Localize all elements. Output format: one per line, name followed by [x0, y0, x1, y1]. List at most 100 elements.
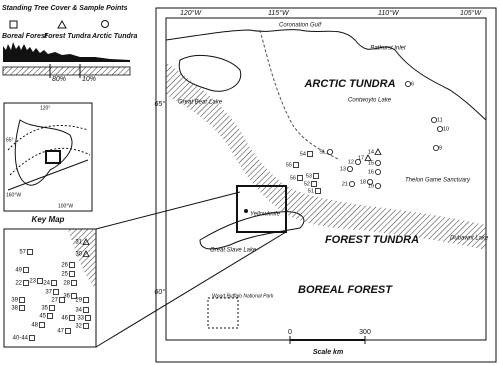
legend-entry: Arctic Tundra [91, 33, 137, 40]
sample-label: 11 [437, 117, 443, 123]
coord-label: 100°W [58, 203, 73, 209]
sample-point [71, 280, 77, 286]
sample-label: 6 [411, 81, 414, 87]
sample-label: 30 [75, 252, 82, 258]
zone-label: ARCTIC TUNDRA [303, 78, 395, 90]
sample-point [404, 81, 411, 88]
sample-label: SL [319, 149, 326, 155]
sample-label: 22 [15, 281, 22, 287]
sample-label: 33 [77, 316, 84, 322]
sample-label: 19 [368, 183, 374, 189]
sample-point [59, 297, 65, 303]
sample-point [374, 182, 381, 189]
legend-graphics [2, 19, 131, 78]
scale-tick: 300 [359, 329, 371, 336]
sample-label: 47 [57, 329, 64, 335]
sample-point [83, 297, 89, 303]
sample-label: 49 [15, 268, 22, 274]
sample-point [346, 165, 353, 172]
sample-point [69, 271, 75, 277]
sample-label: 25 [61, 272, 68, 278]
sample-label: 13 [340, 166, 346, 172]
sample-label: 29 [75, 298, 82, 304]
scale-title: Scale km [313, 349, 343, 356]
sample-label: 23 [29, 279, 36, 285]
place-label: Wood Buffalo National Park [212, 293, 274, 299]
sample-point [82, 250, 90, 257]
sample-label: 36 [63, 294, 70, 300]
scale-label: 10% [82, 76, 96, 83]
sample-point [311, 181, 317, 187]
sample-label: 46 [61, 316, 68, 322]
sample-point [23, 280, 29, 286]
sample-point [27, 249, 33, 255]
sample-label: 34 [75, 308, 82, 314]
sample-label: 57 [19, 250, 26, 256]
sample-point [313, 173, 319, 179]
sample-point [29, 335, 35, 341]
sample-point [374, 148, 382, 155]
zone-label: BOREAL FOREST [298, 284, 393, 296]
key-map-graphics [3, 102, 93, 212]
sample-label: 52 [304, 181, 310, 187]
sample-label: 53 [306, 173, 312, 179]
sample-point [374, 168, 381, 175]
sample-label: 45 [39, 314, 46, 320]
sample-point [19, 297, 25, 303]
sample-label: 12 [348, 159, 354, 165]
legend-entry: Boreal Forest [2, 33, 48, 40]
sample-label: 35 [41, 306, 48, 312]
scale-tick: 0 [288, 329, 292, 336]
sample-label: 56 [290, 175, 296, 181]
sample-point [53, 289, 59, 295]
sample-label: 17 [358, 155, 364, 161]
sample-label: 15 [368, 160, 374, 166]
sample-point [315, 188, 321, 194]
longitude-label: 105°W [460, 9, 482, 17]
sample-point [23, 267, 29, 273]
legend-title: Standing Tree Cover & Sample Points [2, 5, 128, 12]
sample-point [47, 313, 53, 319]
place-label: Contwoyto Lake [348, 98, 392, 104]
sample-point [354, 158, 361, 165]
sample-point [326, 148, 333, 155]
place-label: Thelon Game Sanctuary [405, 178, 471, 184]
sample-point [39, 322, 45, 328]
sample-point [51, 280, 57, 286]
sample-label: 28 [63, 281, 70, 287]
main-map-graphics [155, 7, 497, 363]
place-label: Yellowknife [250, 212, 281, 218]
sample-point [430, 117, 437, 124]
legend-entry: Forest Tundra [44, 33, 91, 40]
sample-point [83, 307, 89, 313]
sample-label: 54 [300, 151, 306, 157]
sample-label: 18 [360, 179, 366, 185]
sample-label: 38 [11, 306, 18, 312]
coord-label: 120° [40, 105, 50, 111]
sample-label: 10 [443, 126, 449, 132]
sample-label: 37 [45, 290, 52, 296]
place-label: Great Bear Lake [178, 100, 223, 106]
place-label: Bathurst Inlet [370, 46, 406, 52]
sample-label: 26 [61, 263, 68, 269]
sample-point [37, 278, 43, 284]
sample-point [432, 144, 439, 151]
sample-label: 14 [368, 149, 374, 155]
sample-label: 51 [308, 188, 314, 194]
labels: Standing Tree Cover & Sample Points Borea… [2, 5, 489, 356]
sample-label: 24 [43, 281, 50, 287]
sample-point [49, 305, 55, 311]
sample-label: 16 [368, 169, 374, 175]
sample-point [307, 151, 313, 157]
sample-point [65, 328, 71, 334]
sample-label: 40-44 [13, 336, 29, 342]
longitude-label: 120°W [180, 9, 202, 17]
sample-point [82, 238, 90, 245]
latitude-label: 60° [154, 288, 165, 296]
longitude-label: 110°W [378, 9, 400, 17]
latitude-label: 65° [154, 100, 165, 108]
place-label: Coronation Gulf [279, 23, 322, 29]
zone-label: FOREST TUNDRA [325, 234, 419, 246]
sample-label: 55 [286, 162, 292, 168]
sample-point [348, 180, 355, 187]
